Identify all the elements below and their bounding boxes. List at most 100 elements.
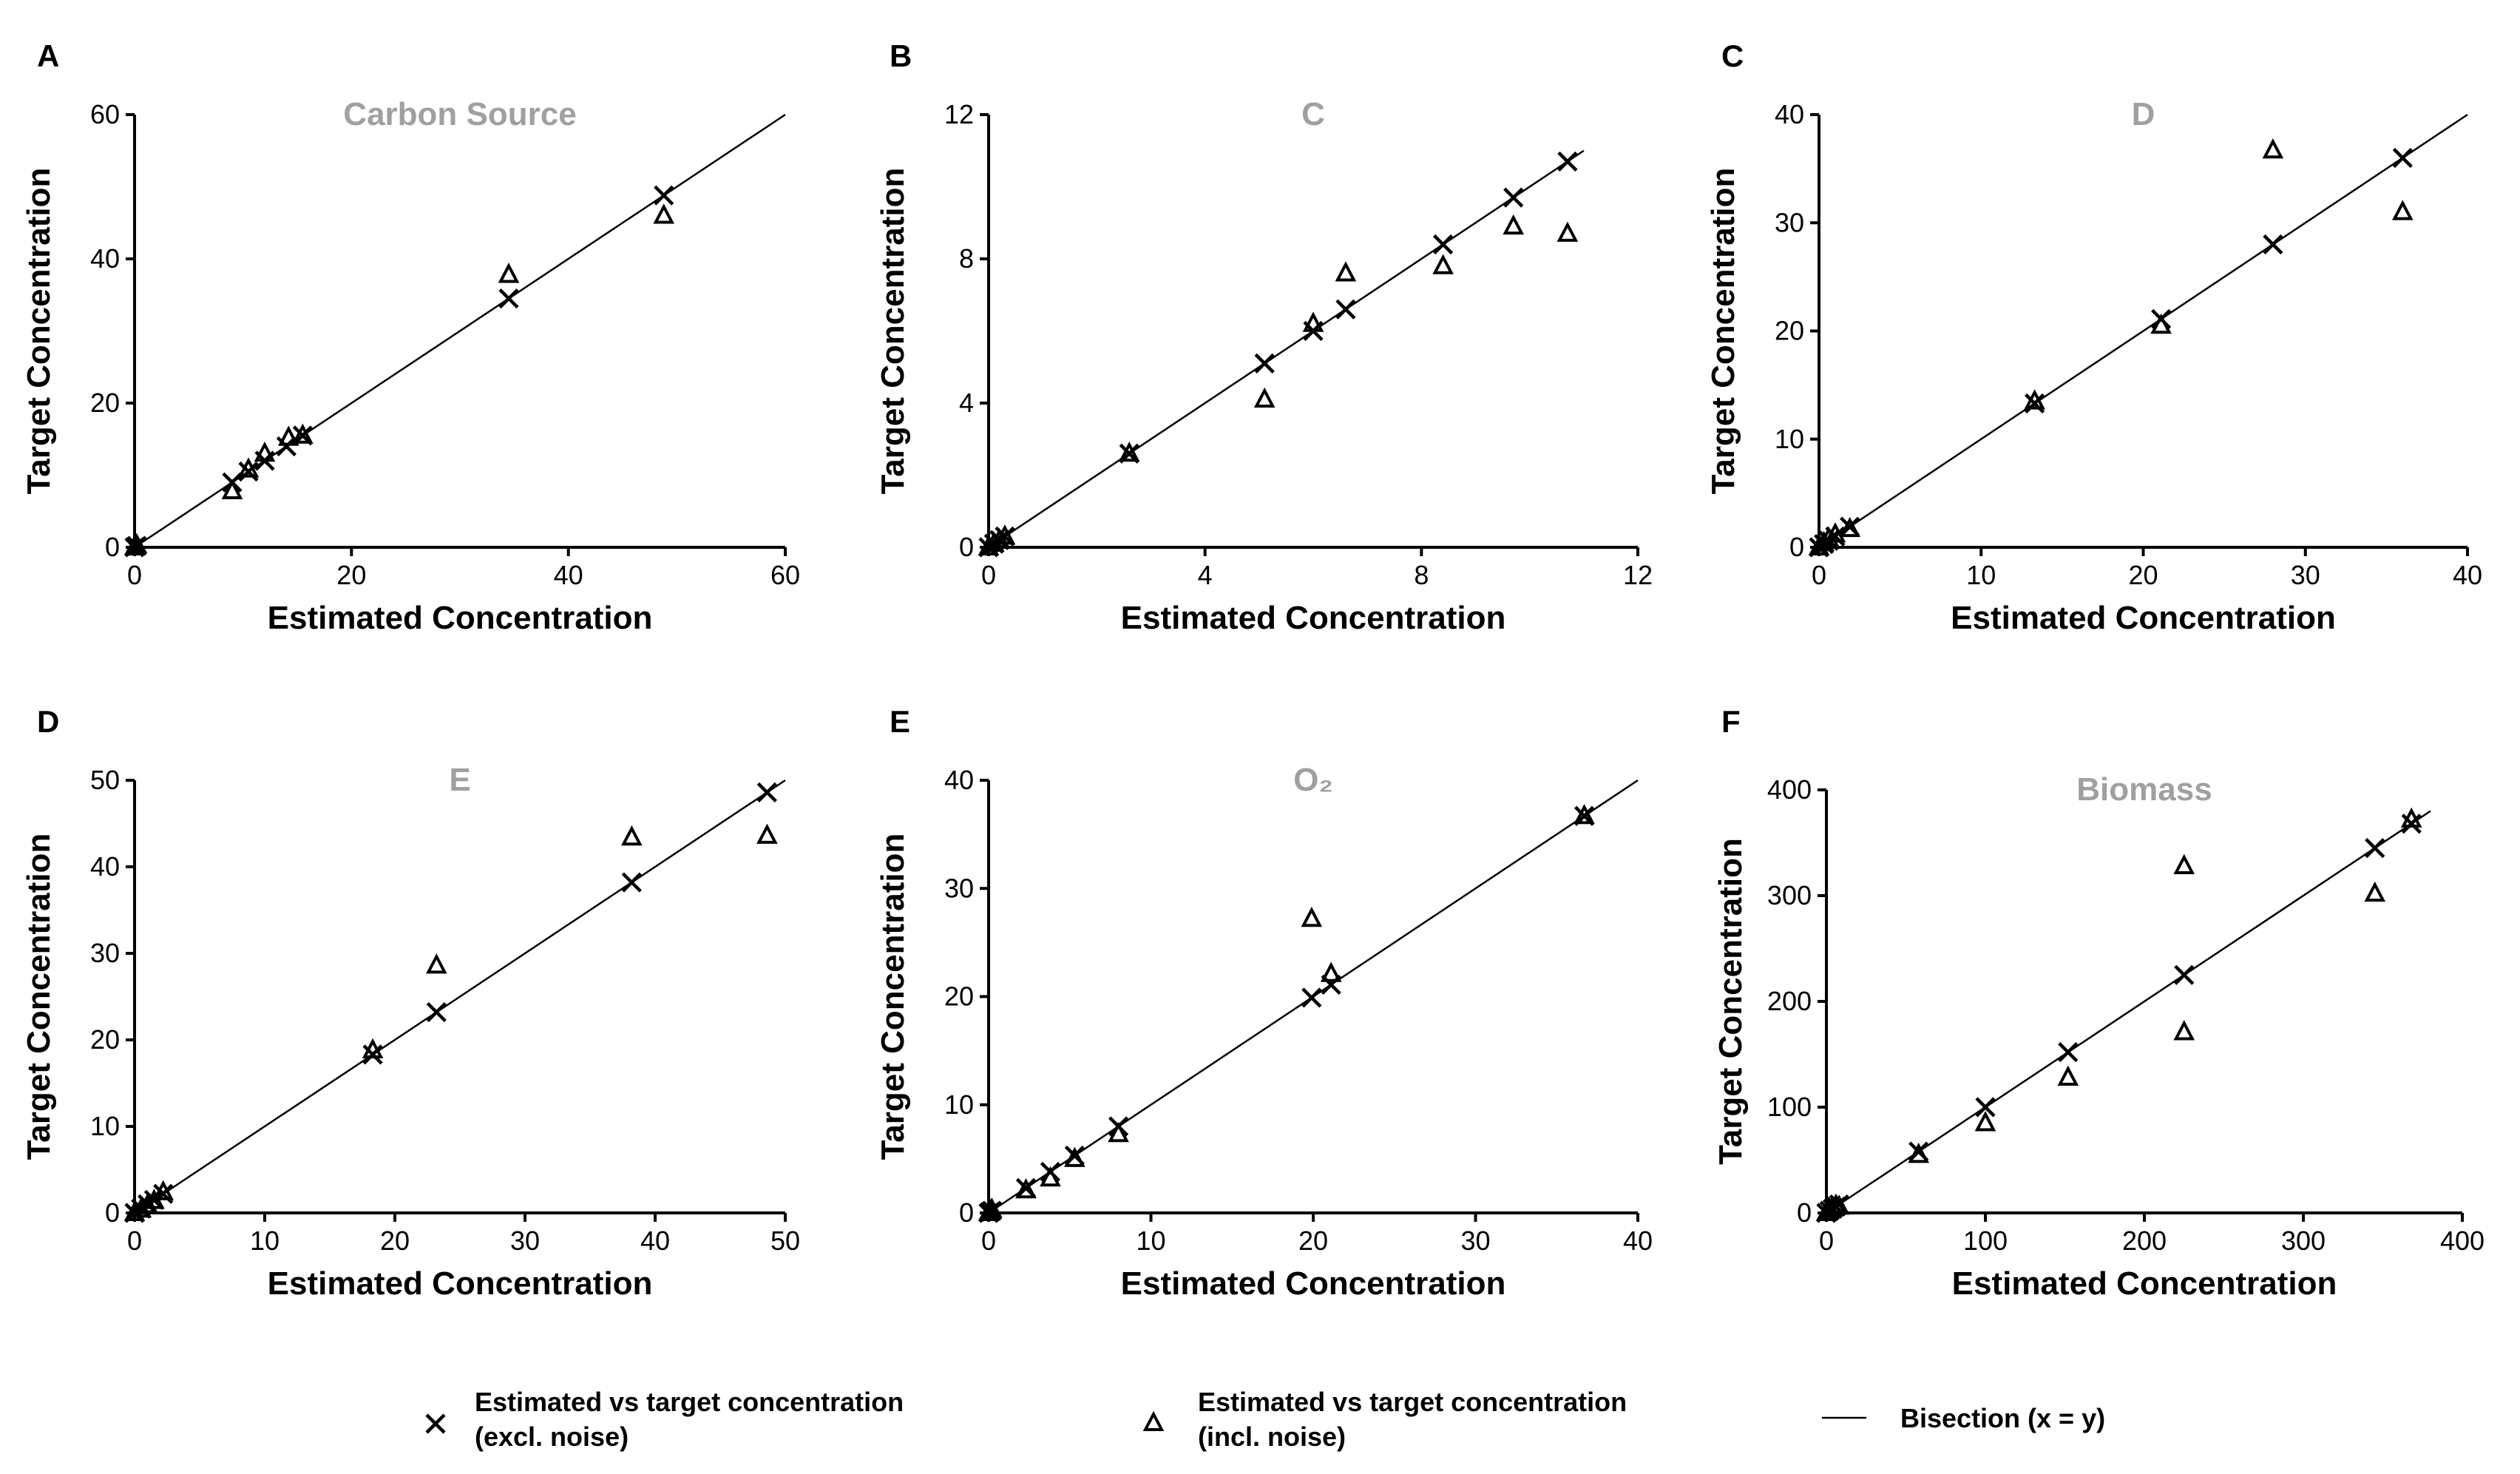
legend-incl-line2: (incl. noise) [1198,1421,1346,1452]
data-point-incl-noise [1015,1177,1037,1199]
data-point-incl-noise [2057,1065,2079,1086]
data-point-incl-noise [292,423,314,444]
x-tick-label: 0 [981,1225,996,1256]
chart-title: Carbon Source [343,96,576,132]
data-point-incl-noise [1301,906,1323,927]
x-tick-label: 20 [2128,560,2158,590]
bisection-line [1818,113,2468,549]
data-point-incl-noise [1335,261,1357,282]
legend-excl-line2: (excl. noise) [475,1421,629,1452]
legend-incl-line1: Estimated vs target concentration [1198,1387,1627,1417]
bisection-line [1826,810,2431,1214]
y-tick-label: 40 [90,851,120,882]
y-tick-label: 40 [90,243,120,274]
y-tick-label: 20 [90,388,120,418]
x-tick-label: 50 [770,1225,800,1256]
y-tick-label: 0 [1789,532,1804,562]
y-axis-label: Target Concentration [1713,838,1749,1165]
data-point-incl-noise [1503,214,1525,235]
y-tick-label: 400 [1767,774,1812,805]
data-point-incl-noise [994,524,1016,545]
y-tick-label: 20 [1775,316,1804,346]
y-tick-label: 0 [959,532,974,562]
data-point-incl-noise [989,527,1010,549]
y-tick-label: 10 [1775,424,1804,454]
panel-letter: E [890,704,910,739]
y-tick-label: 0 [105,1197,120,1228]
x-tick-label: 0 [127,560,142,590]
legend-entry-incl-noise: Estimated vs target concentration (incl.… [1142,1387,1627,1452]
x-tick-label: 40 [554,560,583,590]
y-tick-label: 4 [959,388,974,418]
chart-title: D [2132,96,2155,132]
data-point-incl-noise [2262,138,2284,159]
data-point-incl-noise [2150,313,2172,334]
y-tick-label: 30 [1775,207,1804,237]
y-tick-label: 30 [90,938,120,968]
x-axis-label: Estimated Concentration [268,600,653,636]
x-tick-label: 4 [1198,560,1213,590]
panel-letter: C [1721,38,1744,73]
x-tick-label: 300 [2281,1225,2326,1256]
y-tick-label: 50 [90,765,120,795]
chart-panel-d: D E 0 10 20 30 40 50 0 10 20 30 40 50 Estimated Concen… [21,704,800,1302]
y-tick-label: 100 [1767,1092,1812,1122]
data-point-incl-noise [2364,881,2386,902]
data-point-incl-noise [653,203,675,224]
x-tick-label: 100 [1963,1225,2008,1256]
y-axis-label: Target Concentration [21,834,57,1160]
x-tick-label: 30 [2291,560,2320,590]
data-point-incl-noise [1557,221,1579,242]
y-tick-label: 60 [90,99,120,129]
chart-panel-f: F Biomass 0 100 200 300 400 0 100 200 300 400 Estima… [1713,704,2485,1302]
x-axis-label: Estimated Concentration [1952,1265,2337,1302]
data-point-incl-noise [2173,1020,2195,1041]
x-tick-label: 10 [1966,560,1996,590]
x-axis-label: Estimated Concentration [1951,600,2336,636]
panel-letter: F [1721,704,1741,739]
data-point-incl-noise [362,1038,384,1059]
y-tick-label: 8 [959,243,974,274]
x-tick-label: 30 [1460,1225,1490,1256]
x-axis-label: Estimated Concentration [1121,1265,1506,1302]
data-point-incl-noise [1253,387,1276,408]
y-tick-label: 30 [944,873,974,903]
bisection-line [988,149,1585,549]
x-tick-label: 0 [1812,560,1826,590]
y-tick-label: 0 [105,532,120,562]
bisection-line [134,113,786,549]
chart-title: C [1301,96,1325,132]
data-point-incl-noise [1839,516,1860,538]
data-point-incl-noise [1432,254,1454,274]
data-point-incl-noise [756,823,778,844]
chart-panel-c: C D 0 10 20 30 40 0 10 20 30 40 Estimated Concentrat… [1705,38,2482,636]
bisection-line [988,779,1639,1214]
data-point-incl-noise [2400,807,2422,828]
x-axis-label: Estimated Concentration [1121,600,1506,636]
data-point-incl-noise [221,479,243,499]
data-point-incl-noise [1040,1166,1061,1187]
y-tick-label: 200 [1767,986,1812,1016]
legend-triangle-marker [1142,1410,1165,1431]
bisection-line [134,779,786,1214]
y-axis-label: Target Concentration [875,168,911,495]
y-tick-label: 0 [959,1197,974,1228]
y-axis-label: Target Concentration [21,168,57,495]
data-point-incl-noise [621,825,643,846]
y-tick-label: 20 [90,1024,120,1055]
panel-letter: D [37,704,59,739]
y-tick-label: 40 [1775,99,1804,129]
data-point-incl-noise [2391,200,2414,220]
panel-letter: A [37,38,59,73]
chart-panel-b: B C 0 4 8 12 0 4 8 12 Estimated Concentration Targe… [875,38,1653,636]
x-tick-label: 0 [1819,1225,1834,1256]
x-axis-label: Estimated Concentration [268,1265,653,1302]
x-tick-label: 40 [2453,560,2482,590]
x-tick-label: 0 [981,560,996,590]
data-point-incl-noise [1828,1194,1850,1215]
x-tick-label: 400 [2440,1225,2485,1256]
chart-title: O₂ [1293,762,1333,798]
legend-entry-bisection: Bisection (x = y) [1822,1403,2105,1433]
y-tick-label: 40 [944,765,974,795]
